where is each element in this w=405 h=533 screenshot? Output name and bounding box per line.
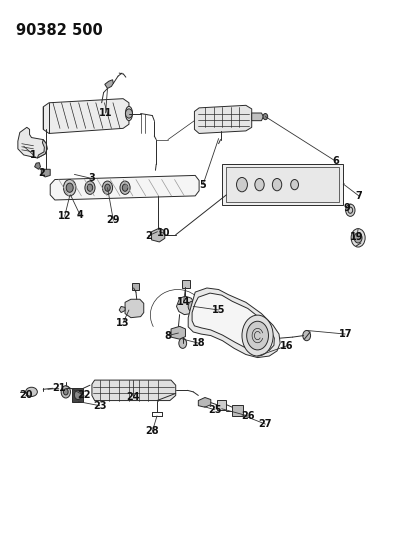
Text: 21: 21 <box>52 383 65 393</box>
Ellipse shape <box>125 107 132 120</box>
Circle shape <box>272 179 281 191</box>
Polygon shape <box>119 306 125 312</box>
Text: 8: 8 <box>164 330 171 341</box>
Text: 22: 22 <box>77 391 91 400</box>
Circle shape <box>290 180 298 190</box>
Polygon shape <box>18 127 47 158</box>
Polygon shape <box>194 106 251 133</box>
Circle shape <box>246 321 268 350</box>
Circle shape <box>125 109 132 118</box>
Bar <box>72 388 83 401</box>
Bar <box>222 164 343 205</box>
Text: 13: 13 <box>116 318 130 328</box>
Text: 10: 10 <box>157 228 171 238</box>
Text: 7: 7 <box>355 191 361 201</box>
Polygon shape <box>151 228 164 242</box>
Bar <box>216 400 226 410</box>
Circle shape <box>353 233 361 243</box>
Circle shape <box>74 390 81 400</box>
Bar <box>226 167 339 202</box>
Circle shape <box>188 301 196 311</box>
Circle shape <box>63 389 68 395</box>
Text: 17: 17 <box>338 329 351 339</box>
Polygon shape <box>251 113 263 120</box>
Polygon shape <box>198 398 210 407</box>
Text: 2: 2 <box>145 231 151 241</box>
Polygon shape <box>188 288 279 358</box>
Circle shape <box>302 330 310 341</box>
Text: 18: 18 <box>192 338 205 348</box>
Bar <box>132 284 139 289</box>
Text: 15: 15 <box>211 305 225 315</box>
Text: 12: 12 <box>58 212 71 221</box>
Polygon shape <box>41 169 50 177</box>
Circle shape <box>122 184 128 191</box>
Text: 90382 500: 90382 500 <box>16 23 102 38</box>
Circle shape <box>102 181 112 195</box>
Circle shape <box>262 114 267 119</box>
Text: 16: 16 <box>279 341 293 351</box>
Text: 14: 14 <box>176 297 190 308</box>
Text: 9: 9 <box>343 203 350 213</box>
Polygon shape <box>125 299 143 318</box>
Text: 20: 20 <box>19 391 32 400</box>
Text: 27: 27 <box>258 419 271 429</box>
Circle shape <box>120 181 130 195</box>
Circle shape <box>236 177 247 192</box>
Text: 29: 29 <box>107 215 120 225</box>
Circle shape <box>254 179 264 191</box>
Circle shape <box>87 184 92 191</box>
Text: 24: 24 <box>126 392 139 402</box>
Polygon shape <box>176 296 194 314</box>
Text: 6: 6 <box>331 156 338 166</box>
Polygon shape <box>92 380 175 401</box>
Text: 11: 11 <box>98 108 112 118</box>
Circle shape <box>66 183 73 192</box>
Polygon shape <box>192 293 274 352</box>
Polygon shape <box>43 99 129 133</box>
Circle shape <box>345 204 354 216</box>
Circle shape <box>178 338 186 349</box>
Polygon shape <box>104 80 113 88</box>
Circle shape <box>85 181 95 195</box>
Text: 3: 3 <box>88 173 95 183</box>
Polygon shape <box>37 140 47 158</box>
Circle shape <box>104 184 110 191</box>
Text: 23: 23 <box>93 401 106 411</box>
Text: 2: 2 <box>38 168 45 179</box>
Text: 26: 26 <box>241 411 254 421</box>
Polygon shape <box>34 163 41 169</box>
Text: 28: 28 <box>145 426 159 437</box>
Bar <box>181 280 190 288</box>
Ellipse shape <box>26 387 37 397</box>
Polygon shape <box>50 175 198 200</box>
Text: 19: 19 <box>350 232 363 242</box>
Text: 4: 4 <box>77 211 83 220</box>
Circle shape <box>241 315 273 356</box>
Text: 25: 25 <box>207 405 221 415</box>
Bar <box>232 405 243 416</box>
Circle shape <box>61 386 70 398</box>
Text: 5: 5 <box>199 180 206 190</box>
Text: 1: 1 <box>30 150 37 160</box>
Circle shape <box>63 180 76 196</box>
Circle shape <box>350 229 364 247</box>
Polygon shape <box>171 326 185 339</box>
